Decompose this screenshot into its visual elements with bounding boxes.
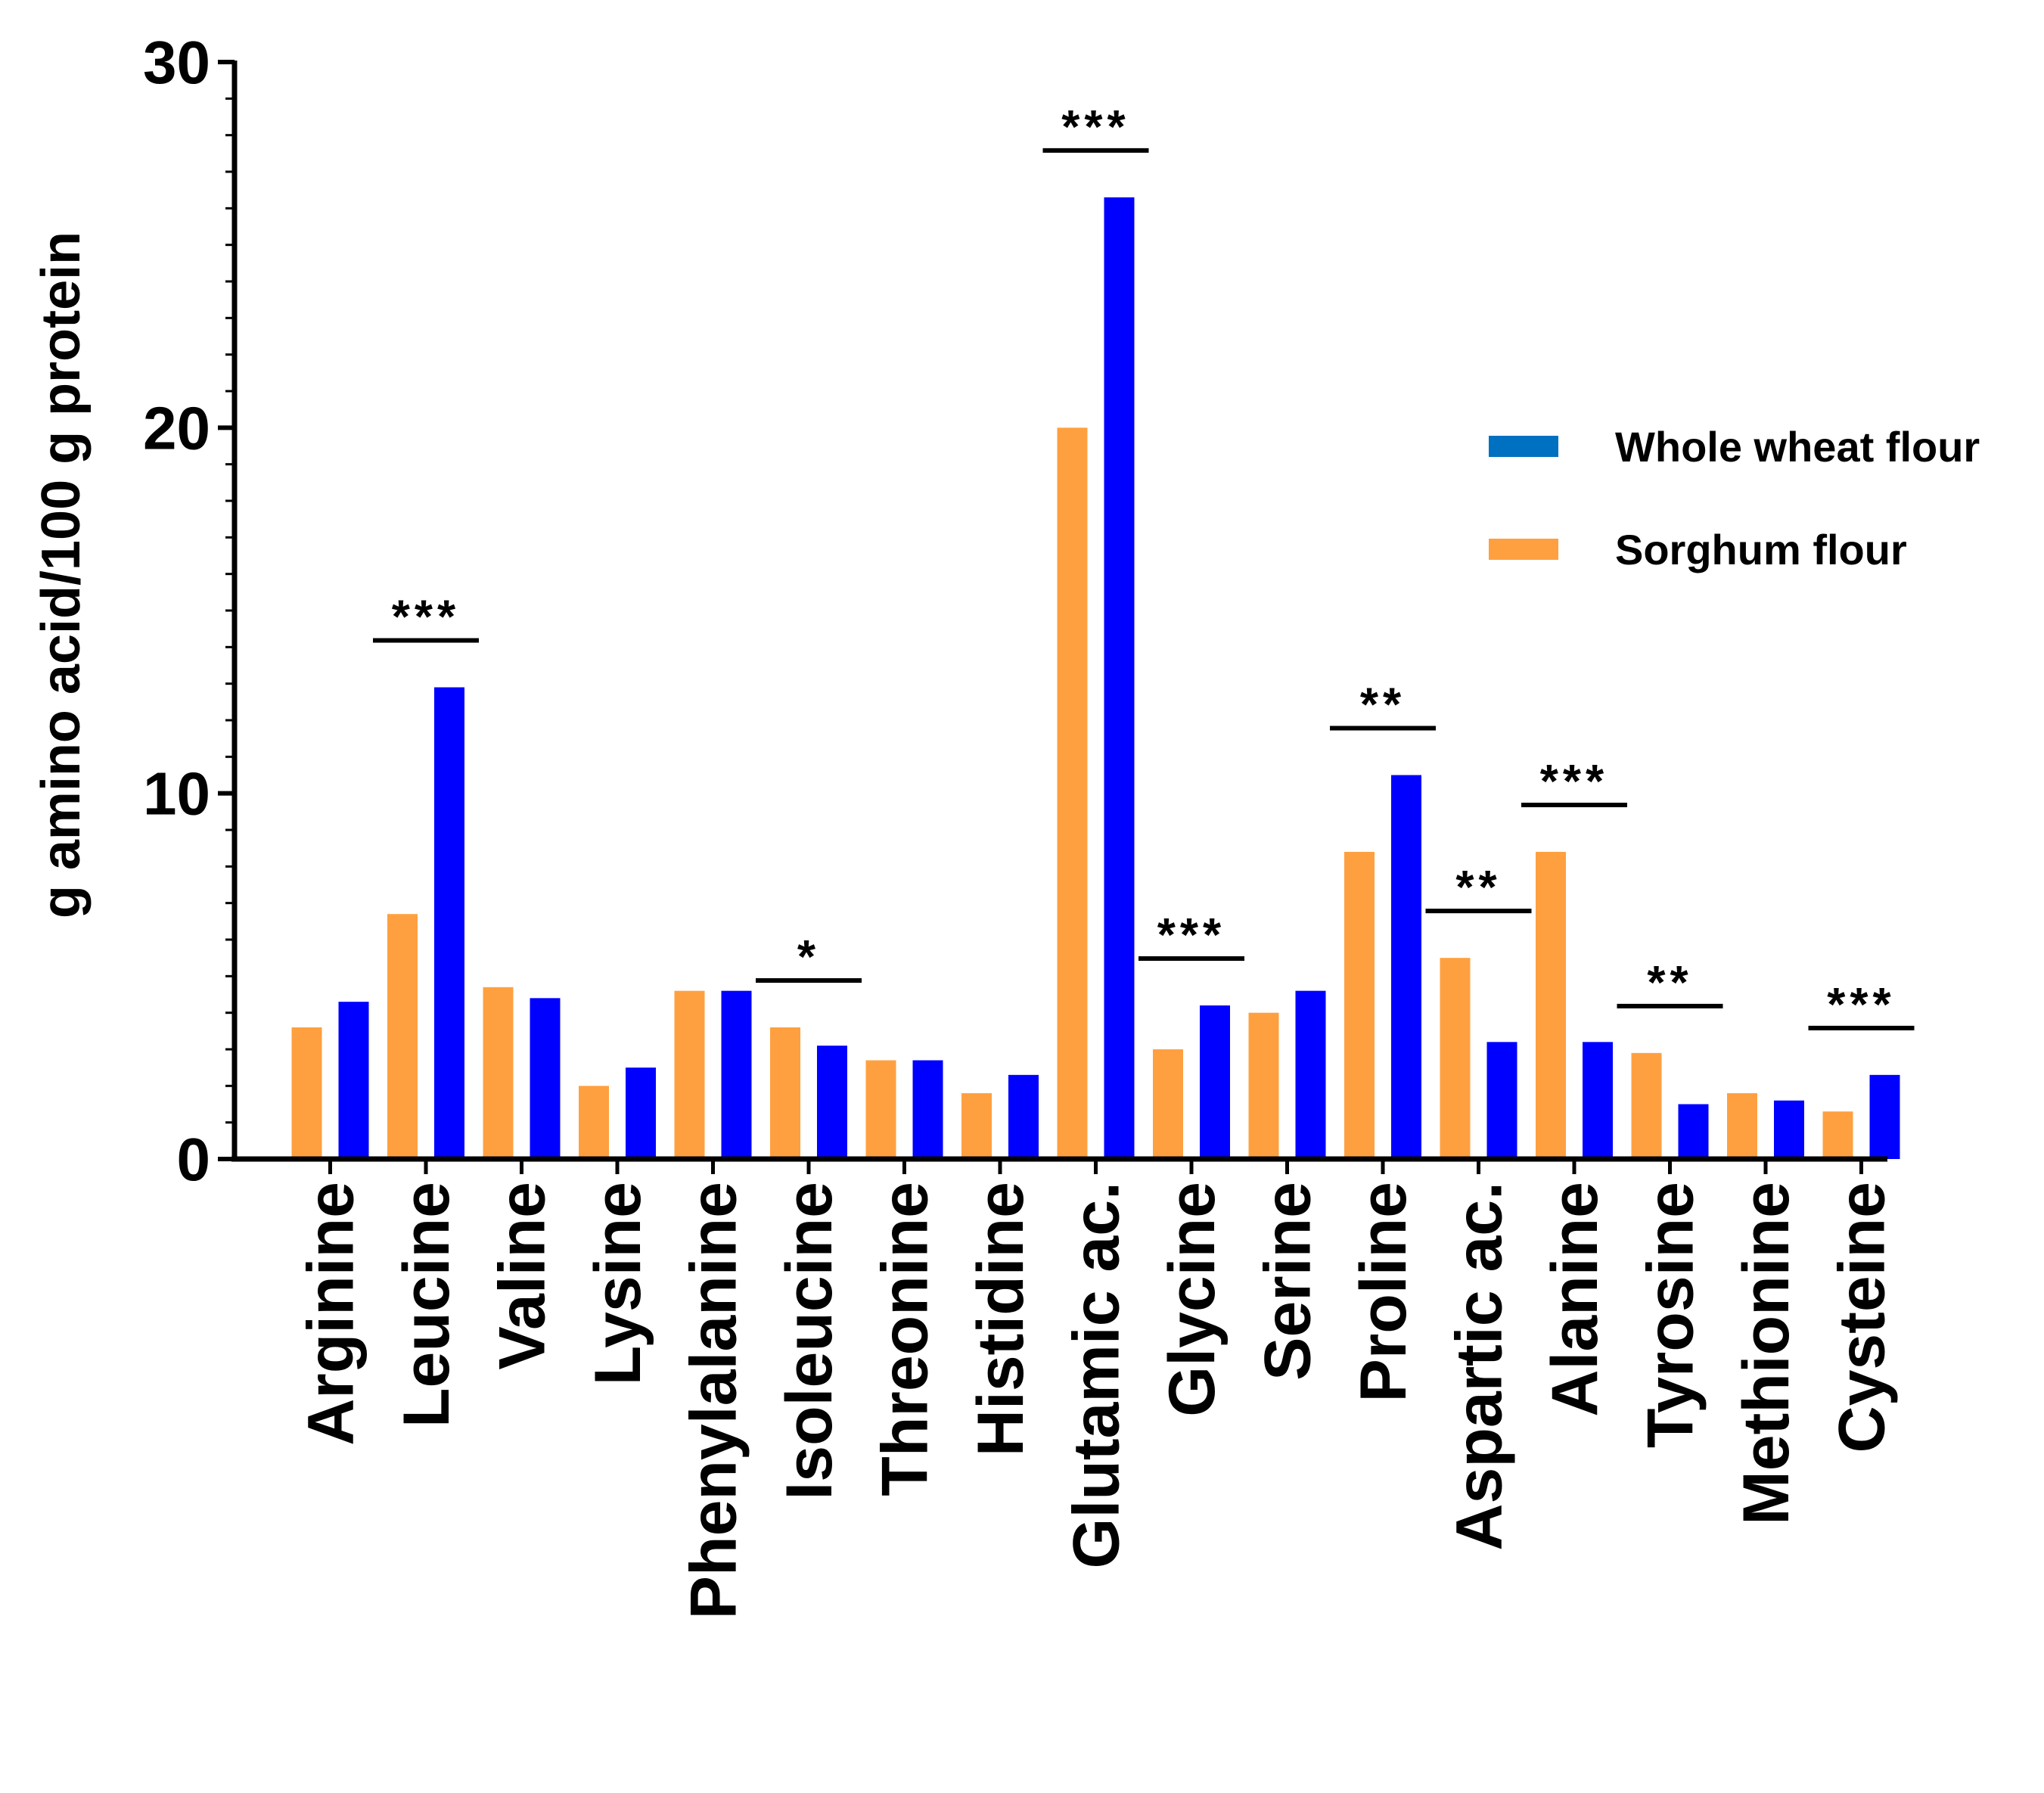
x-tick-label-4: Phenylalanine <box>678 1182 750 1619</box>
x-tick-label-9: Glycine <box>1156 1182 1229 1417</box>
bar-wheat-4 <box>721 990 752 1159</box>
x-tick-label-1: Leucine <box>390 1182 463 1428</box>
y-axis-title: g amino acid/100 g protein <box>31 232 92 918</box>
legend: Whole wheat flour Sorghum flour <box>1489 423 1980 573</box>
bar-sorghum-3 <box>579 1086 609 1159</box>
bar-wheat-12 <box>1486 1042 1517 1159</box>
bar-wheat-13 <box>1583 1042 1613 1159</box>
sig-label-2: *** <box>1061 101 1129 154</box>
y-tick-label-3: 30 <box>143 29 210 96</box>
bar-sorghum-12 <box>1440 958 1471 1159</box>
x-tick-label-3: Lysine <box>582 1182 654 1385</box>
y-tick-label-0: 0 <box>177 1126 211 1193</box>
legend-label-1: Sorghum flour <box>1615 526 1907 573</box>
sig-label-1: * <box>797 931 820 984</box>
y-tick-label-2: 20 <box>143 394 210 461</box>
bar-sorghum-8 <box>1057 427 1088 1159</box>
bar-wheat-16 <box>1869 1074 1900 1159</box>
x-tick-label-6: Threonine <box>869 1182 942 1496</box>
x-tick-label-5: Isoleucine <box>773 1182 846 1500</box>
x-tick-label-16: Cysteine <box>1826 1182 1899 1453</box>
sig-label-8: *** <box>1827 979 1895 1031</box>
x-tick-label-2: Valine <box>486 1182 559 1370</box>
bar-wheat-7 <box>1008 1074 1039 1159</box>
bar-sorghum-7 <box>961 1093 992 1159</box>
bar-sorghum-5 <box>770 1027 800 1159</box>
bar-wheat-1 <box>434 687 464 1159</box>
bar-sorghum-10 <box>1248 1012 1279 1159</box>
bar-wheat-11 <box>1391 775 1421 1159</box>
significance-group: ******************* *** <box>373 101 1915 1031</box>
bar-wheat-0 <box>338 1002 369 1159</box>
bar-sorghum-15 <box>1727 1093 1757 1159</box>
x-tick-label-0: Arginine <box>295 1182 368 1446</box>
x-tick-label-10: Serine <box>1252 1182 1325 1381</box>
bar-wheat-14 <box>1678 1104 1709 1159</box>
bar-sorghum-0 <box>291 1027 322 1159</box>
bar-wheat-15 <box>1774 1100 1804 1159</box>
sig-label-3: *** <box>1157 909 1225 962</box>
x-tick-label-11: Proline <box>1347 1182 1420 1403</box>
bar-sorghum-2 <box>483 987 514 1159</box>
x-tick-label-8: Glutamic ac. <box>1061 1182 1133 1568</box>
x-tick-label-7: Histidine <box>965 1182 1037 1456</box>
x-labels-group: Arginine Leucine Valine Lysine Phenylalanine… <box>295 1159 1899 1619</box>
sig-label-0: *** <box>392 592 460 644</box>
bar-sorghum-1 <box>387 914 418 1159</box>
bar-sorghum-9 <box>1153 1049 1183 1159</box>
sig-label-6: *** <box>1540 756 1608 808</box>
x-tick-label-15: Methionine <box>1730 1182 1803 1525</box>
legend-label-0: Whole wheat flour <box>1615 423 1980 471</box>
bar-sorghum-6 <box>865 1060 896 1159</box>
bar-wheat-9 <box>1200 1005 1230 1159</box>
x-tick-label-14: Tyrosine <box>1635 1182 1707 1448</box>
bar-sorghum-13 <box>1536 852 1566 1159</box>
bars-group <box>291 197 1900 1159</box>
bar-sorghum-16 <box>1822 1111 1853 1159</box>
sig-label-4: ** <box>1360 679 1406 732</box>
x-tick-label-12: Aspartic ac. <box>1443 1182 1516 1551</box>
bar-sorghum-14 <box>1631 1052 1662 1159</box>
bar-wheat-8 <box>1104 197 1135 1159</box>
sig-label-5: ** <box>1455 862 1501 914</box>
bar-sorghum-4 <box>674 990 705 1159</box>
y-ticks-group: 0 10 20 30 <box>143 29 235 1193</box>
legend-swatch-1 <box>1489 539 1558 560</box>
bar-sorghum-11 <box>1344 852 1375 1159</box>
legend-swatch-0 <box>1489 436 1558 457</box>
bar-wheat-2 <box>530 998 561 1159</box>
bar-wheat-10 <box>1295 990 1326 1159</box>
sig-label-7: ** <box>1647 957 1692 1009</box>
bar-wheat-6 <box>912 1060 943 1159</box>
y-tick-label-1: 10 <box>143 760 210 828</box>
bar-wheat-5 <box>817 1046 847 1159</box>
bar-wheat-3 <box>626 1067 656 1159</box>
x-tick-label-13: Alanine <box>1539 1182 1611 1417</box>
